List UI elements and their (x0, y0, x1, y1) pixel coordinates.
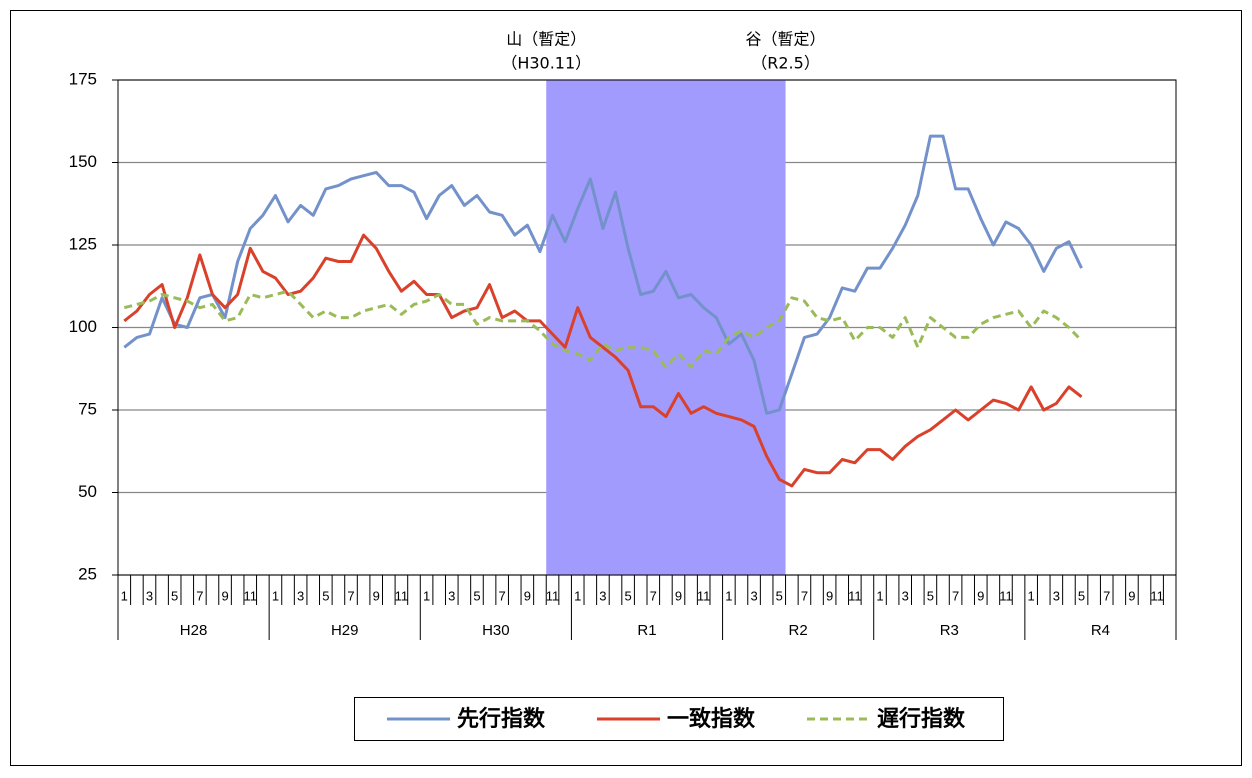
x-tick-label: 1 (725, 588, 732, 603)
y-tick-label: 150 (69, 152, 97, 171)
x-tick-label: 1 (876, 588, 883, 603)
y-tick-label: 25 (78, 564, 97, 583)
x-tick-label: 9 (675, 588, 682, 603)
x-tick-label: 5 (927, 588, 934, 603)
x-group-label: R1 (637, 622, 656, 639)
x-tick-label: 1 (423, 588, 430, 603)
x-tick-label: 11 (999, 588, 1013, 603)
x-tick-label: 1 (272, 588, 279, 603)
x-tick-label: 9 (826, 588, 833, 603)
x-tick-label: 3 (1053, 588, 1060, 603)
x-tick-label: 11 (546, 588, 560, 603)
x-group-label: R3 (940, 622, 959, 639)
x-group-label: H29 (331, 622, 359, 639)
x-tick-label: 11 (848, 588, 862, 603)
series-line (123, 233, 1083, 488)
x-tick-label: 5 (171, 588, 178, 603)
x-tick-label: 7 (499, 588, 506, 603)
x-group-label: H30 (482, 622, 510, 639)
x-tick-label: 1 (121, 588, 128, 603)
x-tick-label: 11 (395, 588, 409, 603)
x-tick-label: 11 (1150, 588, 1164, 603)
legend-label: 先行指数 (457, 706, 546, 732)
x-tick-label: 7 (347, 588, 354, 603)
x-group-label: H28 (180, 622, 208, 639)
series-line (123, 134, 1083, 415)
x-tick-label: 1 (1028, 588, 1035, 603)
x-tick-label: 3 (297, 588, 304, 603)
x-tick-label: 7 (952, 588, 959, 603)
x-tick-label: 3 (902, 588, 909, 603)
x-tick-label: 5 (776, 588, 783, 603)
x-tick-label: 3 (599, 588, 606, 603)
highlight-band (546, 80, 786, 575)
x-tick-label: 9 (1128, 588, 1135, 603)
x-tick-label: 3 (448, 588, 455, 603)
y-tick-label: 125 (69, 234, 97, 253)
annotation: （R2.5） (751, 54, 820, 73)
x-tick-label: 7 (196, 588, 203, 603)
x-tick-label: 7 (1103, 588, 1110, 603)
y-tick-label: 100 (69, 317, 97, 336)
series-line (123, 289, 1083, 369)
x-tick-label: 9 (977, 588, 984, 603)
x-tick-label: 5 (1078, 588, 1085, 603)
legend-box (354, 697, 1004, 741)
x-tick-label: 3 (146, 588, 153, 603)
x-tick-label: 1 (574, 588, 581, 603)
y-tick-label: 50 (78, 482, 97, 501)
annotation: （H30.11） (501, 54, 591, 73)
x-tick-label: 11 (244, 588, 258, 603)
x-tick-label: 9 (221, 588, 228, 603)
y-tick-label: 175 (69, 69, 97, 88)
x-group-label: R4 (1091, 622, 1110, 639)
x-group-label: R2 (789, 622, 808, 639)
plot-frame (117, 79, 1177, 576)
x-tick-label: 5 (473, 588, 480, 603)
annotation: 山（暫定） (506, 30, 586, 49)
x-tick-label: 9 (373, 588, 380, 603)
x-tick-label: 5 (624, 588, 631, 603)
legend-label: 一致指数 (667, 706, 756, 732)
x-tick-label: 3 (750, 588, 757, 603)
x-tick-label: 9 (524, 588, 531, 603)
legend-label: 遅行指数 (877, 706, 966, 732)
y-tick-label: 75 (78, 399, 97, 418)
annotation: 谷（暫定） (746, 30, 826, 49)
x-tick-label: 5 (322, 588, 329, 603)
chart-frame (10, 10, 1242, 766)
x-tick-label: 7 (650, 588, 657, 603)
x-tick-label: 7 (801, 588, 808, 603)
x-tick-label: 11 (697, 588, 711, 603)
